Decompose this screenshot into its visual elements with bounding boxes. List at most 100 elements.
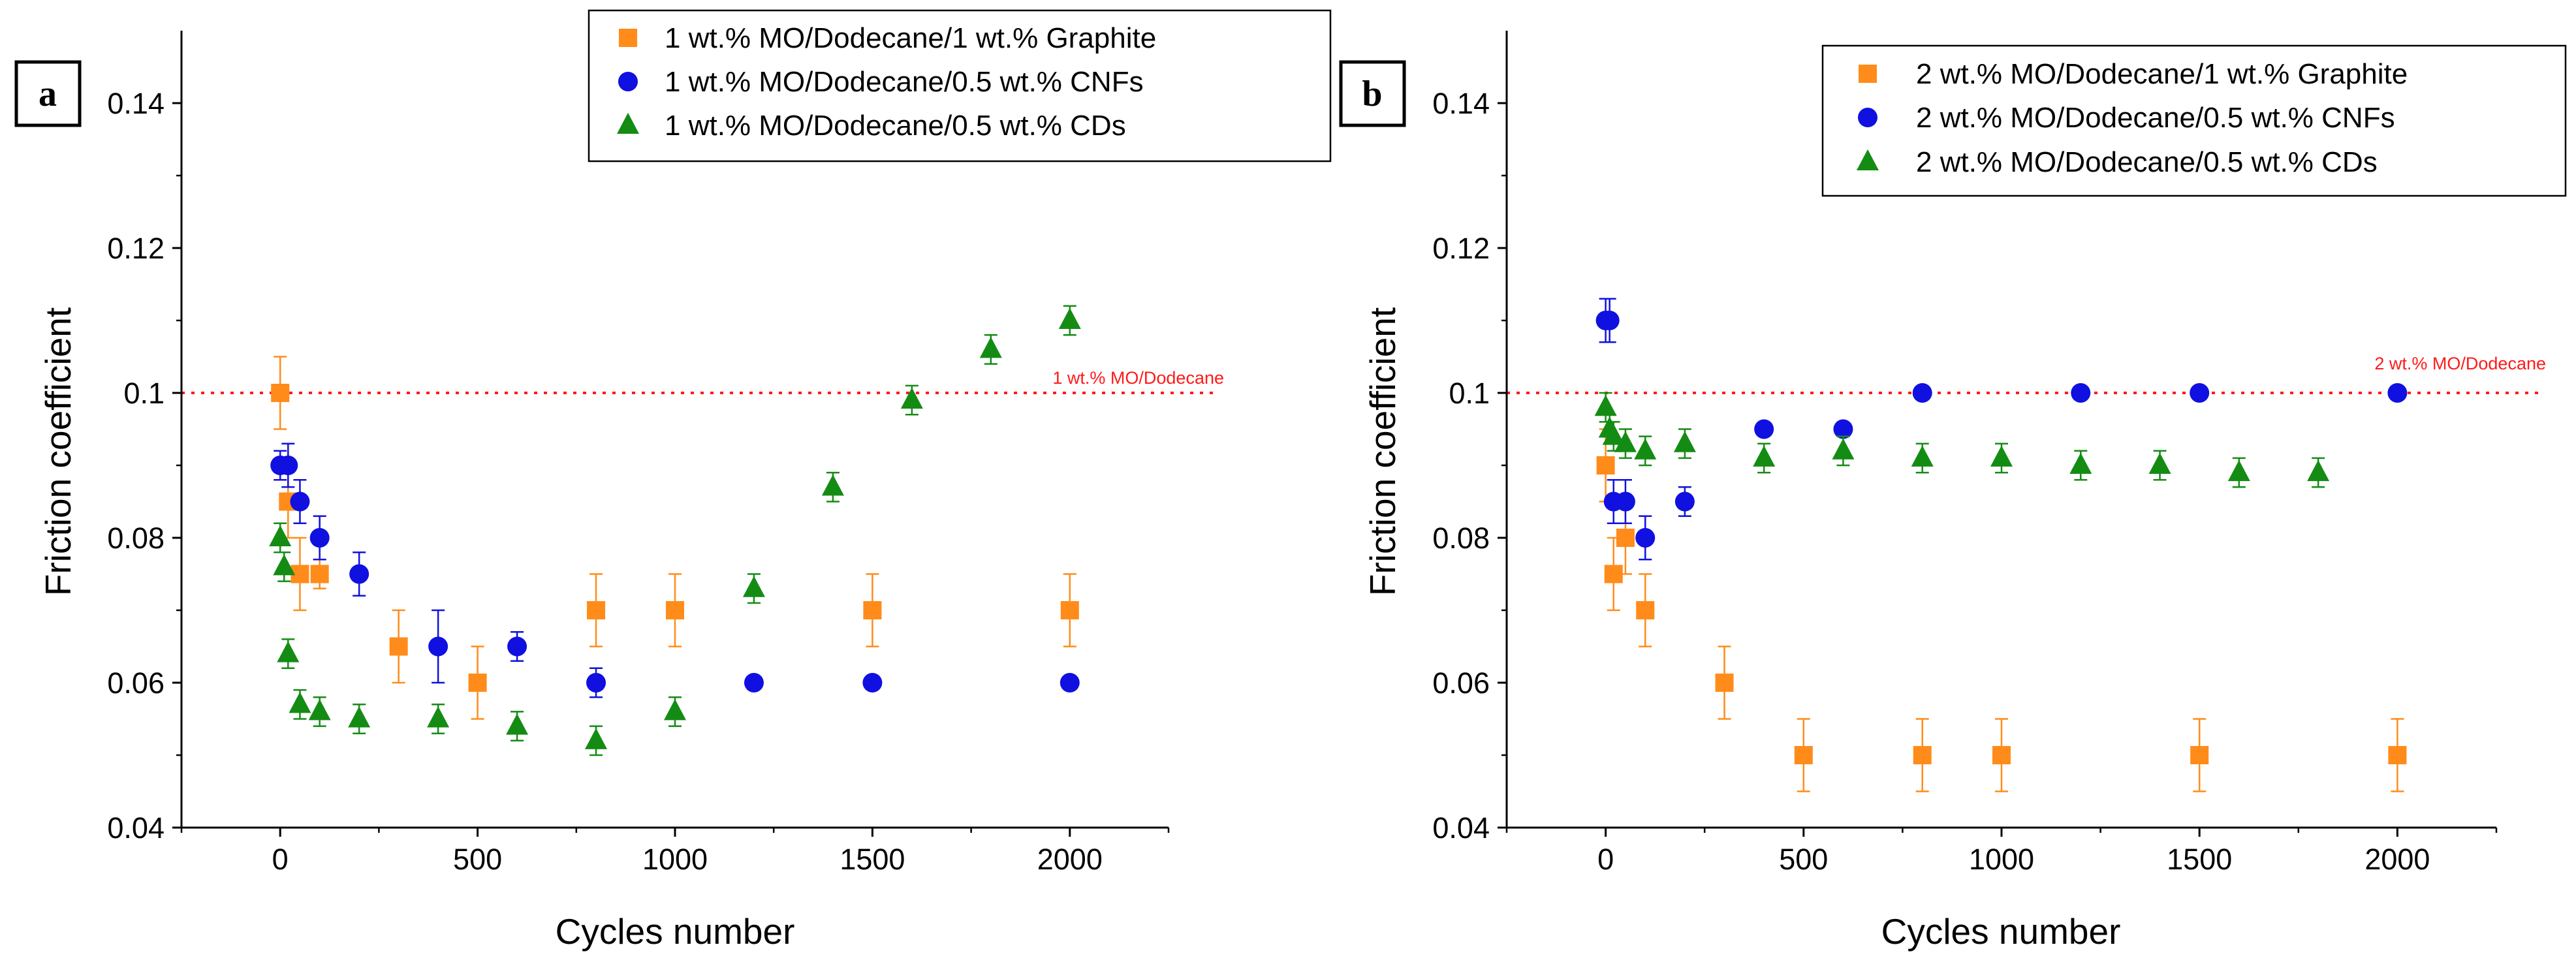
legend-label-graphite: 1 wt.% MO/Dodecane/1 wt.% Graphite [665,22,1156,54]
y-tick-label: 0.14 [107,87,165,120]
panel-a-reference-label: 1 wt.% MO/Dodecane [1052,368,1224,388]
data-point-cds [742,576,765,597]
y-tick-label: 0.06 [1432,666,1490,700]
legend-label-cnfs: 1 wt.% MO/Dodecane/0.5 wt.% CNFs [665,66,1144,98]
data-point-cds [289,692,311,713]
data-point-cds [664,699,686,721]
y-tick-label: 0.14 [1432,87,1490,120]
x-tick-label: 1500 [2167,843,2232,876]
data-point-cnfs [1635,528,1656,548]
panel-a-letter: a [39,74,57,114]
data-point-cnfs [2071,383,2091,403]
x-tick-label: 1000 [642,843,708,876]
data-point-graphite [2388,746,2407,764]
panel-a-letter-box: a [14,60,82,127]
panel-b-x-axis-title: Cycles number [1881,911,2121,952]
panel-a-series [269,305,1081,756]
data-point-cds [348,706,371,728]
x-tick-label: 500 [453,843,502,876]
data-point-cnfs [2387,383,2408,403]
x-tick-label: 2000 [1037,843,1103,876]
data-point-cds [273,554,296,576]
data-point-graphite [1715,674,1734,692]
panel-b-letter-box: b [1339,60,1406,127]
data-point-cds [1634,438,1657,459]
data-point-cds [585,728,608,749]
legend-marker-cnfs [618,72,638,91]
data-point-graphite [587,601,606,619]
x-tick-label: 500 [1779,843,1828,876]
legend-label-graphite: 2 wt.% MO/Dodecane/1 wt.% Graphite [1916,58,2408,90]
data-point-graphite [389,637,408,656]
legend-marker-graphite [1859,65,1877,83]
data-point-graphite [271,384,290,402]
y-tick-label: 0.1 [1449,377,1490,410]
data-point-cnfs [428,636,448,657]
data-point-cds [2069,452,2092,474]
data-point-graphite [666,601,684,619]
data-point-cnfs [349,564,369,584]
series-graphite [1596,428,2407,792]
data-point-cds [900,387,923,409]
data-point-cds [269,525,292,547]
panel-a-x-ticks: 0 500 1000 1500 2000 [180,828,1170,876]
panel-b-y-axis-title: Friction coefficient [1362,307,1403,596]
x-tick-label: 1500 [840,843,905,876]
data-point-cnfs [507,636,527,657]
legend-marker-cds [617,112,639,134]
data-point-graphite [1636,601,1655,619]
data-point-graphite [1992,746,2011,764]
data-point-graphite [1794,746,1813,764]
x-tick-label: 0 [272,843,289,876]
data-point-cds [979,337,1002,358]
x-tick-label: 1000 [1969,843,2034,876]
data-point-cds [1832,438,1855,459]
data-point-cds [1602,424,1625,445]
data-point-cds [2227,459,2250,482]
data-point-cnfs [1754,419,1774,439]
data-point-cds [1058,307,1081,330]
panel-a-legend: 1 wt.% MO/Dodecane/1 wt.% Graphite 1 wt.%… [588,9,1332,163]
data-point-cds [277,641,300,662]
y-tick-label: 0.1 [123,377,165,410]
legend-label-cnfs: 2 wt.% MO/Dodecane/0.5 wt.% CNFs [1916,102,2395,134]
data-point-cds [2307,459,2330,482]
y-tick-label: 0.12 [107,232,165,265]
data-point-cnfs [1615,491,1635,512]
data-point-cds [506,713,529,735]
y-tick-label: 0.04 [1432,811,1490,845]
data-point-cnfs [290,491,310,512]
data-point-cds [821,474,844,496]
data-point-cnfs [309,528,330,548]
legend-marker-cds [1857,149,1879,171]
data-point-cnfs [586,673,606,692]
x-tick-label: 2000 [2364,843,2430,876]
panel-b-reference-label: 2 wt.% MO/Dodecane [2374,354,2546,373]
data-point-cds [1990,445,2013,467]
panel-a-x-axis-title: Cycles number [556,911,795,952]
data-point-graphite [1596,456,1615,474]
data-point-cds [1673,431,1696,452]
data-point-cds [427,706,450,728]
y-tick-label: 0.06 [107,666,165,700]
x-tick-label: 0 [1597,843,1614,876]
panel-b-series [1594,298,2408,792]
legend-marker-graphite [619,29,637,47]
series-cnfs [270,443,1080,698]
data-point-cnfs [744,673,764,692]
data-point-cds [1753,445,1776,467]
data-point-graphite [2190,746,2209,764]
panel-b: 2 wt.% MO/Dodecane 0 500 1000 1500 2000 0.04… [1339,31,2567,952]
data-point-cnfs [1674,491,1695,512]
series-cnfs [1595,298,2408,561]
panel-b-legend: 2 wt.% MO/Dodecane/1 wt.% Graphite 2 wt.%… [1821,44,2567,197]
data-point-graphite [863,601,882,619]
panel-b-y-ticks: 0.04 0.06 0.08 0.1 0.12 0.14 [1432,87,1507,845]
y-tick-label: 0.08 [107,521,165,555]
series-cds [269,305,1081,756]
y-tick-label: 0.08 [1432,521,1490,555]
data-point-graphite [1060,601,1079,619]
legend-label-cds: 1 wt.% MO/Dodecane/0.5 wt.% CDs [665,110,1126,142]
data-point-cds [308,699,331,721]
data-point-cnfs [1833,419,1853,439]
